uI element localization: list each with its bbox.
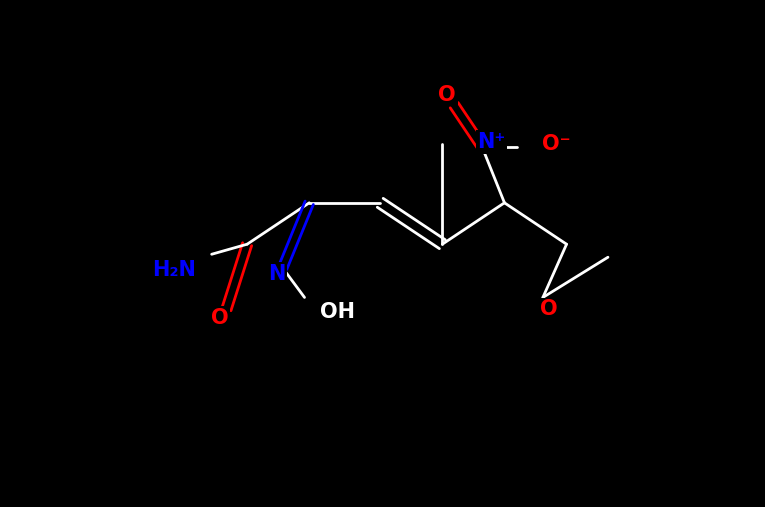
- Text: O: O: [540, 299, 558, 319]
- Text: N⁺: N⁺: [477, 132, 506, 152]
- Text: O: O: [438, 85, 456, 104]
- Text: H₂N: H₂N: [152, 260, 197, 280]
- Text: N: N: [268, 264, 285, 284]
- Text: OH: OH: [320, 302, 355, 322]
- Text: O: O: [210, 308, 228, 328]
- Text: O⁻: O⁻: [542, 134, 571, 154]
